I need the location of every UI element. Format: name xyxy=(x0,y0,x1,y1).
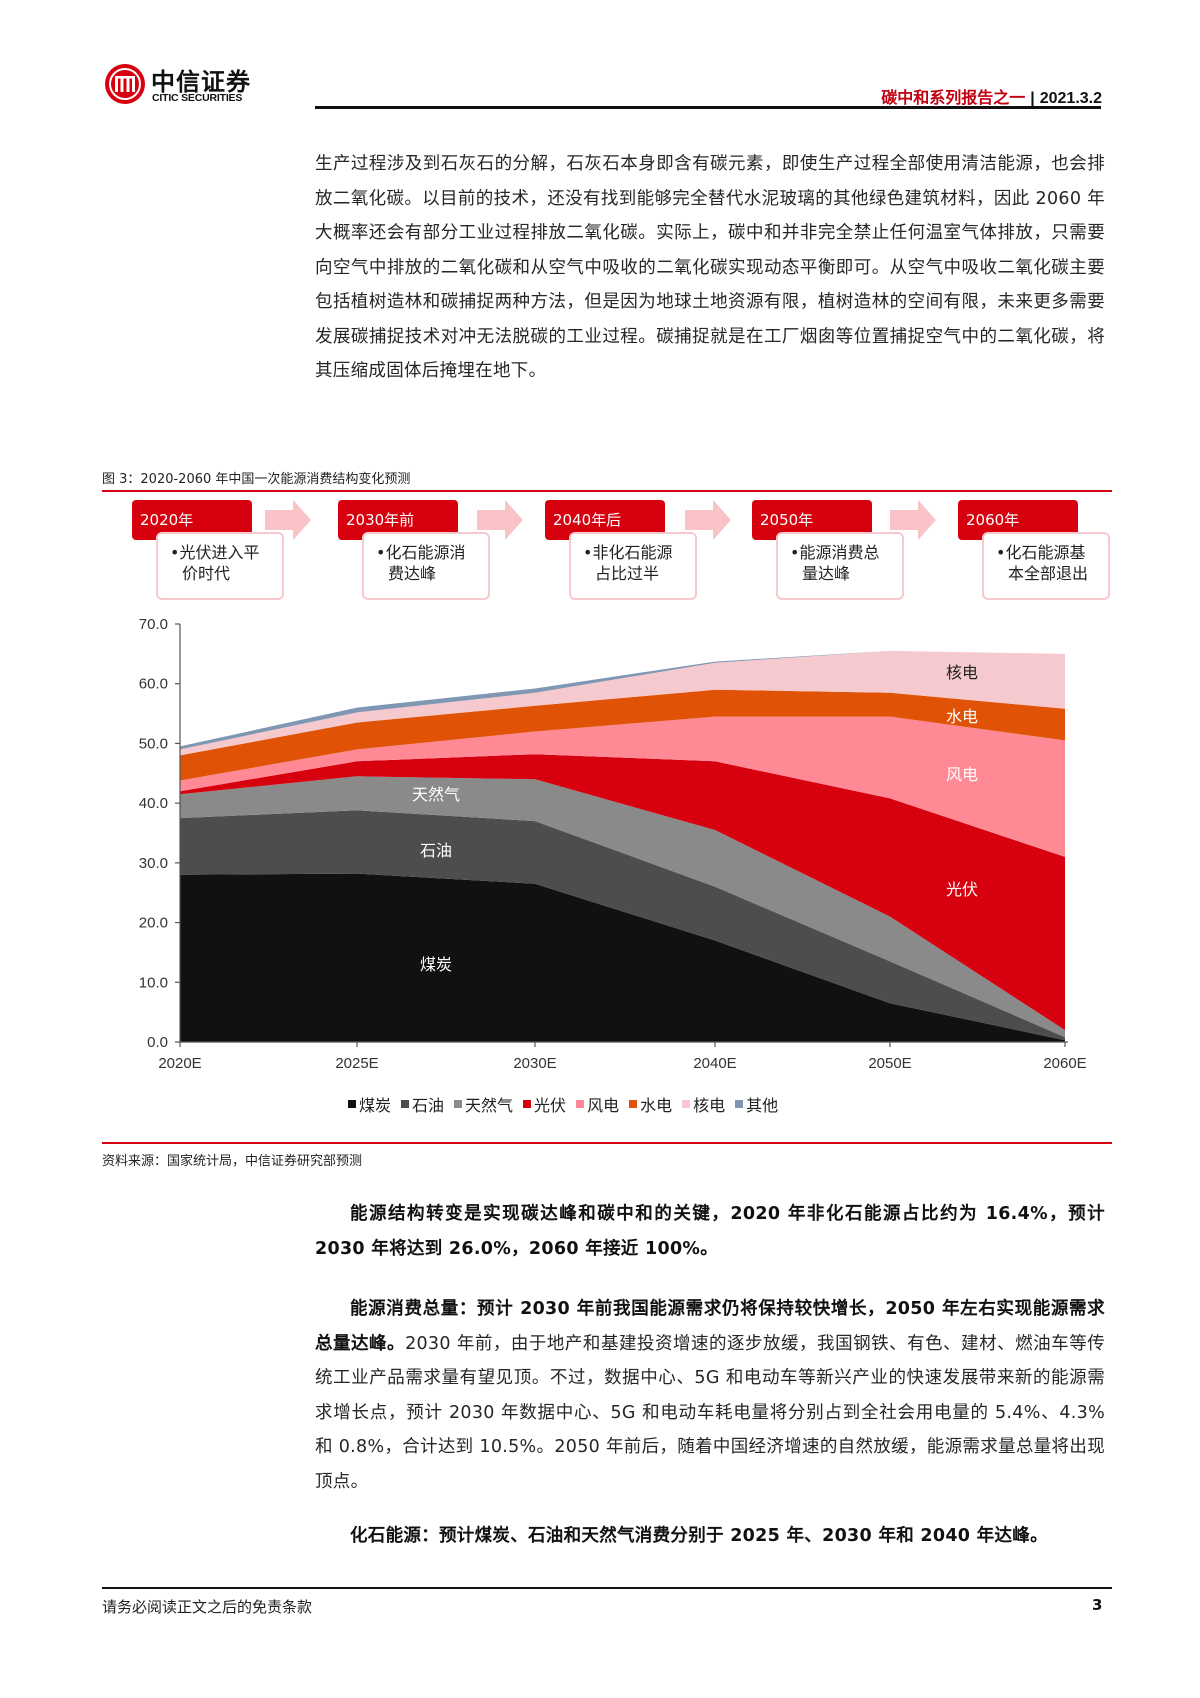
figure-title: 图 3：2020-2060 年中国一次能源消费结构变化预测 xyxy=(102,472,411,487)
y-tick-label: 0.0 xyxy=(147,1034,168,1051)
source-divider xyxy=(102,1142,1112,1144)
legend-item: 煤炭 xyxy=(348,1092,391,1116)
legend-swatch-icon xyxy=(682,1100,691,1108)
report-series: 碳中和系列报告之一 xyxy=(881,90,1026,107)
label-hydro: 水电 xyxy=(946,707,978,726)
x-tick-label: 2030E xyxy=(513,1055,556,1072)
legend-swatch-icon xyxy=(735,1100,744,1108)
label-coal: 煤炭 xyxy=(420,955,452,974)
legend-item: 水电 xyxy=(629,1092,672,1116)
stage-2050: 2050年 •能源消费总 量达峰 xyxy=(752,500,904,600)
area-series xyxy=(180,873,1065,1042)
legend-swatch-icon xyxy=(523,1100,532,1108)
figure-source: 资料来源：国家统计局，中信证券研究部预测 xyxy=(102,1154,363,1169)
page-number: 3 xyxy=(1092,1596,1103,1614)
stacked-areas xyxy=(180,650,1065,1042)
x-tick-label: 2020E xyxy=(158,1055,201,1072)
figure-title-divider xyxy=(102,490,1112,492)
x-tick-label: 2050E xyxy=(868,1055,911,1072)
chart-legend: 煤炭 石油 天然气 光伏 风电 水电 核电 其他 xyxy=(348,1092,778,1116)
y-tick-label: 40.0 xyxy=(139,795,168,812)
arrow-right-icon xyxy=(265,500,311,540)
legend-item: 其他 xyxy=(735,1092,778,1116)
y-tick-label: 50.0 xyxy=(139,735,168,752)
legend-label: 天然气 xyxy=(465,1096,514,1115)
legend-label: 煤炭 xyxy=(359,1096,392,1115)
chart-axes: 0.0 10.0 20.0 30.0 40.0 50.0 60.0 70.0 2020E 2025… xyxy=(139,616,1087,1072)
stage-description: •光伏进入平 价时代 xyxy=(156,532,284,600)
label-nuclear: 核电 xyxy=(946,663,978,682)
y-tick-label: 70.0 xyxy=(139,616,168,633)
paragraph-energy-structure: 能源结构转变是实现碳达峰和碳中和的关键，2020 年非化石能源占比约为 16.4… xyxy=(315,1204,1105,1259)
y-tick-label: 60.0 xyxy=(139,676,168,693)
area-series xyxy=(180,716,1065,857)
intro-paragraph: 生产过程涉及到石灰石的分解，石灰石本身即含有碳元素，即使生产过程全部使用清洁能源… xyxy=(315,154,1105,381)
stage-description: •化石能源消 费达峰 xyxy=(362,532,490,600)
legend-label: 核电 xyxy=(693,1096,726,1115)
citic-logo-icon xyxy=(105,64,145,104)
label-oil: 石油 xyxy=(420,841,452,860)
legend-swatch-icon xyxy=(576,1100,585,1108)
stage-2020: 2020年 •光伏进入平 价时代 xyxy=(132,500,284,600)
area-series xyxy=(180,810,1065,1041)
y-tick-label: 30.0 xyxy=(139,855,168,872)
legend-label: 石油 xyxy=(412,1096,445,1115)
arrow-right-icon xyxy=(890,500,936,540)
legend-label: 风电 xyxy=(587,1096,620,1115)
disclaimer-notice: 请务必阅读正文之后的免责条款 xyxy=(102,1598,313,1616)
legend-label: 光伏 xyxy=(534,1096,567,1115)
stage-description: •能源消费总 量达峰 xyxy=(776,532,904,600)
legend-swatch-icon xyxy=(454,1100,463,1108)
stage-2060: 2060年 •化石能源基 本全部退出 xyxy=(958,500,1110,600)
legend-swatch-icon xyxy=(401,1100,410,1108)
label-wind: 风电 xyxy=(946,765,978,784)
header-separator: | xyxy=(1030,90,1035,107)
header-divider xyxy=(315,106,1101,109)
legend-swatch-icon xyxy=(629,1100,638,1108)
stage-description: •化石能源基 本全部退出 xyxy=(982,532,1110,600)
arrow-right-icon xyxy=(685,500,731,540)
logo-english-name: CITIC SECURITIES xyxy=(152,92,243,104)
legend-item: 风电 xyxy=(576,1092,619,1116)
paragraph-fossil-energy: 化石能源：预计煤炭、石油和天然气消费分别于 2025 年、2030 年和 204… xyxy=(350,1526,1048,1546)
x-tick-label: 2040E xyxy=(693,1055,736,1072)
y-tick-label: 10.0 xyxy=(139,974,168,991)
logo-chinese-name: 中信证券 xyxy=(151,67,251,96)
stage-2030: 2030年前 •化石能源消 费达峰 xyxy=(338,500,490,600)
legend-item: 天然气 xyxy=(454,1092,513,1116)
y-tick-label: 20.0 xyxy=(139,915,168,932)
report-date: 2021.3.2 xyxy=(1039,90,1102,107)
legend-item: 核电 xyxy=(682,1092,725,1116)
legend-label: 水电 xyxy=(640,1096,673,1115)
arrow-right-icon xyxy=(477,500,523,540)
label-gas: 天然气 xyxy=(412,785,460,804)
x-tick-label: 2025E xyxy=(335,1055,378,1072)
area-series xyxy=(180,650,1065,756)
report-header: 碳中和系列报告之一 | 2021.3.2 xyxy=(881,84,1102,108)
x-tick-label: 2060E xyxy=(1043,1055,1086,1072)
footer-divider xyxy=(102,1587,1112,1589)
label-pv: 光伏 xyxy=(946,880,978,899)
paragraph-energy-consumption: 能源消费总量：预计 2030 年前我国能源需求仍将保持较快增长，2050 年左右… xyxy=(315,1299,1106,1492)
stage-description: •非化石能源 占比过半 xyxy=(569,532,697,600)
legend-item: 石油 xyxy=(401,1092,444,1116)
area-series xyxy=(180,754,1065,1031)
legend-item: 光伏 xyxy=(523,1092,566,1116)
legend-swatch-icon xyxy=(348,1100,356,1108)
area-series xyxy=(180,776,1065,1038)
legend-label: 其他 xyxy=(746,1096,779,1115)
chart-annotations: 天然气 石油 煤炭 核电 水电 风电 光伏 xyxy=(412,663,978,974)
stage-2040: 2040年后 •非化石能源 占比过半 xyxy=(545,500,697,600)
area-series xyxy=(180,689,1065,781)
citic-logo: 中信证券 CITIC SECURITIES xyxy=(105,60,275,110)
